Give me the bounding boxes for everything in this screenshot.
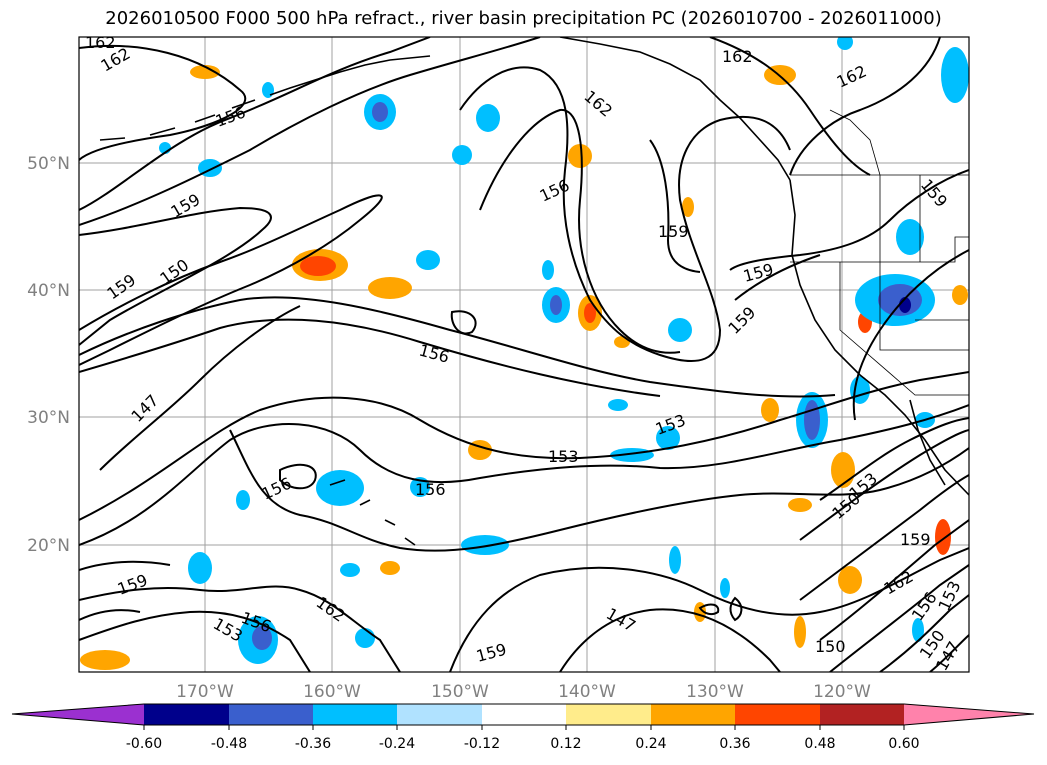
colorbar-tick-label: -0.24 [379, 736, 415, 752]
lon-label: 160°W [303, 682, 361, 702]
refractivity-contours [79, 37, 969, 672]
latitude-labels: 50°N 40°N 30°N 20°N [27, 154, 70, 556]
colorbar: -0.60 -0.48 -0.36 -0.24 -0.12 0.12 0.24 … [11, 703, 1035, 752]
lon-label: 120°W [813, 682, 871, 702]
lon-label: 170°W [176, 682, 234, 702]
colorbar-segment [651, 704, 735, 725]
contour-label: 156 [415, 480, 446, 499]
colorbar-segment [397, 704, 482, 725]
colorbar-segment [313, 704, 397, 725]
longitude-labels: 170°W 160°W 150°W 140°W 130°W 120°W [176, 682, 871, 702]
contour-label: 162 [85, 33, 116, 52]
contour-label: 159 [900, 530, 931, 549]
colorbar-segment [229, 704, 313, 725]
colorbar-tick-label: -0.36 [295, 736, 331, 752]
colorbar-extend-high [904, 704, 1034, 725]
contour-label: 153 [548, 447, 579, 466]
political-borders [790, 109, 969, 396]
map-title: 2026010500 F000 500 hPa refract., river … [105, 8, 942, 29]
colorbar-segment [735, 704, 820, 725]
colorbar-tick-label: -0.48 [211, 736, 247, 752]
lon-label: 140°W [558, 682, 616, 702]
colorbar-tick-label: -0.12 [464, 736, 500, 752]
lat-label: 40°N [27, 281, 70, 301]
colorbar-segment [566, 704, 651, 725]
lat-label: 50°N [27, 154, 70, 174]
colorbar-segment [482, 704, 566, 725]
contour-label: 162 [722, 47, 753, 66]
map-panel: 162 162 156 159 159 150 147 156 156 153 … [78, 33, 970, 673]
colorbar-segment [144, 704, 229, 725]
lon-label: 150°W [431, 682, 489, 702]
colorbar-tick-label: 0.36 [719, 736, 750, 752]
colorbar-tick-label: -0.60 [126, 736, 162, 752]
contour-label: 159 [658, 222, 689, 241]
lat-label: 30°N [27, 408, 70, 428]
colorbar-segment [820, 704, 904, 725]
lat-label: 20°N [27, 536, 70, 556]
coastlines [99, 37, 969, 546]
colorbar-tick-label: 0.12 [550, 736, 581, 752]
colorbar-tick-label: 0.48 [804, 736, 835, 752]
colorbar-tick-label: 0.24 [635, 736, 666, 752]
contour-label: 150 [815, 637, 846, 656]
colorbar-tick-label: 0.60 [888, 736, 919, 752]
colorbar-extend-low [12, 704, 144, 725]
lon-label: 130°W [686, 682, 744, 702]
